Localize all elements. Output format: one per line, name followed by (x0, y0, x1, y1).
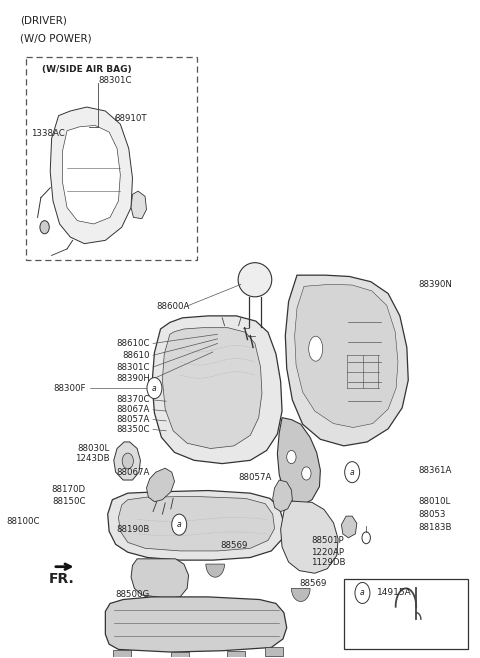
Polygon shape (131, 191, 146, 218)
Text: (DRIVER): (DRIVER) (20, 15, 67, 25)
FancyBboxPatch shape (171, 652, 189, 658)
Polygon shape (106, 597, 287, 652)
Polygon shape (162, 328, 262, 449)
Circle shape (287, 451, 296, 464)
Text: 88569: 88569 (220, 541, 248, 550)
Circle shape (345, 462, 360, 483)
Text: 88370C: 88370C (116, 395, 150, 405)
Text: 88067A: 88067A (116, 468, 150, 476)
FancyBboxPatch shape (265, 647, 283, 656)
FancyBboxPatch shape (113, 650, 131, 658)
Ellipse shape (238, 263, 272, 297)
Text: 88390N: 88390N (419, 280, 453, 289)
Text: 88501P: 88501P (311, 536, 344, 545)
Circle shape (355, 582, 370, 603)
Text: 1129DB: 1129DB (311, 558, 346, 567)
Text: 88030L: 88030L (78, 444, 110, 453)
Polygon shape (295, 284, 398, 428)
Text: a: a (177, 520, 181, 529)
Text: 88350C: 88350C (116, 425, 150, 434)
Text: 88057A: 88057A (116, 415, 150, 424)
Wedge shape (206, 564, 225, 577)
Circle shape (147, 378, 162, 399)
Text: FR.: FR. (48, 572, 74, 586)
Polygon shape (119, 496, 275, 551)
Text: 88610C: 88610C (116, 339, 150, 348)
Wedge shape (291, 588, 310, 601)
FancyBboxPatch shape (344, 578, 468, 649)
Text: 88301C: 88301C (116, 363, 150, 372)
Text: 88300F: 88300F (53, 384, 86, 393)
Text: 88910T: 88910T (115, 114, 147, 122)
Polygon shape (62, 126, 120, 224)
Polygon shape (277, 418, 320, 505)
Text: 88067A: 88067A (116, 405, 150, 415)
Polygon shape (131, 559, 189, 598)
Text: 88361A: 88361A (419, 466, 452, 474)
Text: a: a (350, 468, 354, 476)
Text: 88057A: 88057A (238, 473, 271, 482)
Text: 88150C: 88150C (52, 497, 86, 505)
Text: 88390H: 88390H (116, 374, 150, 384)
Circle shape (302, 467, 311, 480)
Text: 88190B: 88190B (116, 526, 150, 534)
Circle shape (362, 532, 371, 544)
Text: 88610: 88610 (122, 351, 150, 360)
Text: a: a (152, 384, 157, 393)
FancyBboxPatch shape (228, 651, 245, 658)
Text: 88569: 88569 (300, 579, 327, 588)
Polygon shape (285, 275, 408, 446)
Text: 88010L: 88010L (419, 497, 451, 505)
Circle shape (122, 453, 133, 469)
Text: 88170D: 88170D (52, 486, 86, 494)
Text: 88301C: 88301C (98, 76, 132, 84)
Text: 88600A: 88600A (156, 301, 190, 311)
Polygon shape (146, 468, 175, 501)
Text: 1338AC: 1338AC (32, 130, 65, 138)
Ellipse shape (309, 336, 323, 361)
Text: 14915A: 14915A (377, 588, 412, 597)
Text: 88100C: 88100C (6, 517, 40, 526)
Text: (W/SIDE AIR BAG): (W/SIDE AIR BAG) (42, 65, 132, 74)
Polygon shape (281, 501, 338, 573)
Text: 1220AP: 1220AP (311, 547, 344, 557)
Text: 88053: 88053 (419, 511, 446, 519)
Text: (W/O POWER): (W/O POWER) (20, 34, 92, 43)
Text: 88183B: 88183B (419, 523, 452, 532)
Polygon shape (273, 480, 292, 511)
Circle shape (40, 220, 49, 234)
Text: 1243DB: 1243DB (75, 454, 110, 463)
Text: a: a (360, 588, 365, 597)
Polygon shape (152, 316, 282, 464)
Text: 88500G: 88500G (116, 590, 150, 599)
Circle shape (172, 514, 187, 535)
Polygon shape (341, 516, 357, 538)
Polygon shape (50, 107, 132, 243)
Polygon shape (108, 490, 284, 560)
Polygon shape (114, 442, 141, 480)
